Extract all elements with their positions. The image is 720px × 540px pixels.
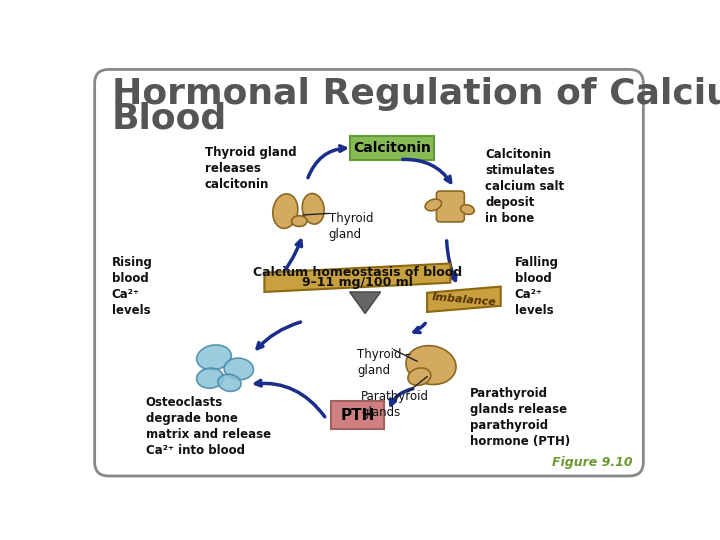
FancyBboxPatch shape [331, 401, 384, 429]
FancyBboxPatch shape [351, 136, 434, 160]
Text: Thyroid –
gland: Thyroid – gland [357, 348, 412, 377]
Text: Thyroid gland
releases
calcitonin: Thyroid gland releases calcitonin [204, 146, 297, 191]
Ellipse shape [461, 205, 474, 214]
Ellipse shape [197, 368, 224, 388]
FancyBboxPatch shape [94, 70, 644, 476]
Text: Falling
blood
Ca²⁺
levels: Falling blood Ca²⁺ levels [515, 256, 559, 317]
Ellipse shape [218, 374, 241, 392]
Ellipse shape [224, 358, 253, 380]
Ellipse shape [425, 199, 441, 211]
Text: Thyroid
gland: Thyroid gland [329, 212, 373, 241]
Text: Calcitonin: Calcitonin [354, 141, 431, 155]
Polygon shape [264, 264, 451, 292]
Polygon shape [427, 287, 500, 312]
Ellipse shape [292, 215, 307, 226]
Ellipse shape [406, 346, 456, 384]
Ellipse shape [302, 193, 324, 224]
Ellipse shape [408, 368, 431, 386]
Text: Calcitonin
stimulates
calcium salt
deposit
in bone: Calcitonin stimulates calcium salt depos… [485, 148, 564, 225]
FancyBboxPatch shape [436, 191, 464, 222]
Text: Figure 9.10: Figure 9.10 [552, 456, 632, 469]
Ellipse shape [197, 345, 231, 370]
Text: Calcium homeostasis of blood: Calcium homeostasis of blood [253, 266, 462, 279]
Text: Hormonal Regulation of Calcium in: Hormonal Regulation of Calcium in [112, 77, 720, 111]
Text: 9–11 mg/100 ml: 9–11 mg/100 ml [302, 276, 413, 289]
Text: Imbalance: Imbalance [432, 292, 497, 307]
Ellipse shape [273, 194, 298, 228]
Text: PTH: PTH [340, 408, 374, 423]
Text: Parathyroid
glands release
parathyroid
hormone (PTH): Parathyroid glands release parathyroid h… [469, 387, 570, 448]
Text: Rising
blood
Ca²⁺
levels: Rising blood Ca²⁺ levels [112, 256, 153, 317]
Text: Parathyroid
glands: Parathyroid glands [361, 390, 429, 418]
Text: Blood: Blood [112, 102, 227, 136]
Text: Osteoclasts
degrade bone
matrix and release
Ca²⁺ into blood: Osteoclasts degrade bone matrix and rele… [145, 396, 271, 457]
Polygon shape [350, 292, 381, 314]
